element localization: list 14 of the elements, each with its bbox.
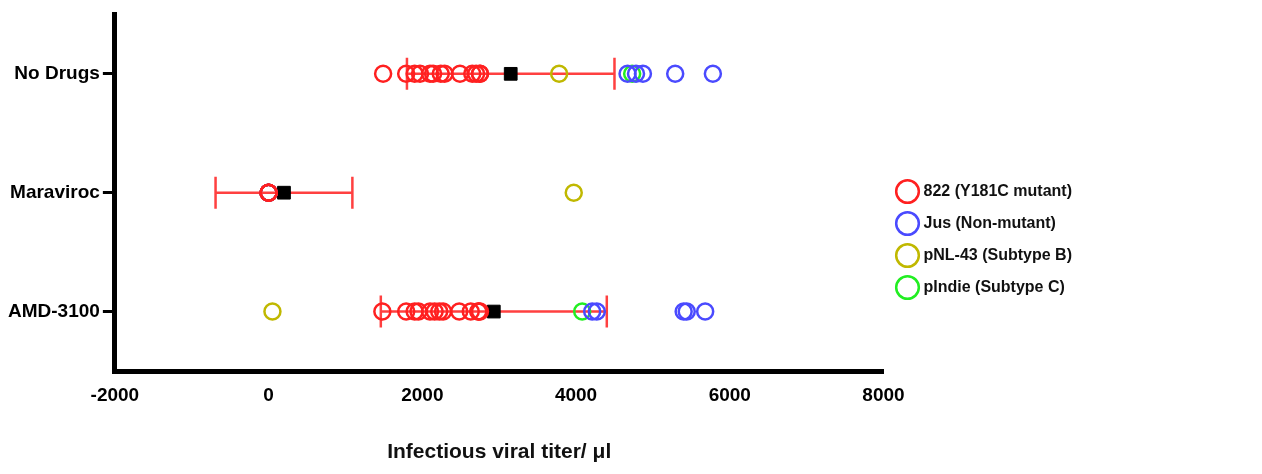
legend-label: pNL-43 (Subtype B) (923, 245, 1072, 263)
x-tick-label: -2000 (90, 383, 140, 405)
y-tick-label: No Drugs (14, 62, 100, 84)
y-tick-label: Maraviroc (10, 180, 101, 202)
x-tick-label: 0 (263, 383, 274, 405)
x-tick-label: 8000 (862, 383, 905, 405)
x-axis-title: Infectious viral titer/ μl (387, 439, 612, 463)
legend-label: Jus (Non-mutant) (923, 213, 1056, 231)
legend-label: pIndie (Subtype C) (923, 277, 1065, 295)
legend-label: 822 (Y181C mutant) (923, 181, 1073, 199)
x-tick-label: 2000 (401, 383, 444, 405)
y-tick-label: AMD-3100 (7, 299, 100, 321)
x-tick-label: 6000 (708, 383, 751, 405)
x-tick-label: 4000 (554, 383, 598, 405)
